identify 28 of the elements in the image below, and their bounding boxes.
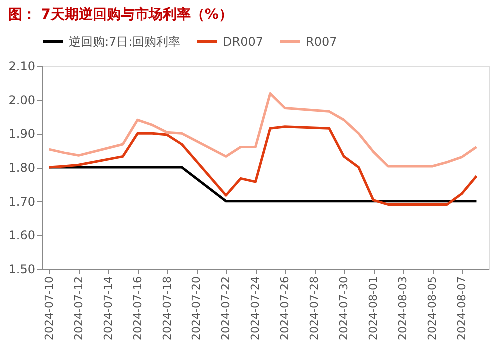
- y-tick-label: 1.80: [8, 161, 36, 175]
- x-tick-label: 2024-07-20: [190, 276, 204, 340]
- y-tick-label: 2.00: [8, 93, 36, 108]
- y-tick-label: 1.50: [8, 262, 36, 276]
- x-tick-label: 2024-07-12: [72, 276, 86, 340]
- x-tick-label: 2024-07-30: [338, 276, 351, 340]
- x-tick-label: 2024-07-10: [42, 276, 56, 340]
- legend-label: R007: [306, 34, 338, 49]
- y-tick-label: 1.60: [8, 228, 36, 243]
- x-tick-label: 2024-08-07: [455, 276, 468, 340]
- line-series: [48, 92, 478, 168]
- legend-label: DR007: [223, 34, 264, 49]
- y-tick-label: 1.90: [8, 127, 36, 142]
- x-tick-label: 2024-08-05: [426, 276, 440, 340]
- y-tick-label: 2.10: [8, 60, 36, 74]
- x-tick-label: 2024-07-16: [131, 276, 144, 340]
- x-tick-label: 2024-08-01: [367, 276, 380, 340]
- x-tick-label: 2024-07-24: [249, 276, 262, 340]
- x-tick-label: 2024-07-26: [278, 276, 292, 340]
- x-tick-label: 2024-08-03: [396, 276, 410, 340]
- x-tick-label: 2024-07-18: [160, 276, 174, 340]
- line-series: [48, 126, 478, 206]
- chart-title: 图： 7天期逆回购与市场利率（%）: [8, 6, 233, 23]
- x-tick-label: 2024-07-14: [102, 276, 115, 340]
- legend-label: 逆回购:7日:回购利率: [69, 34, 181, 49]
- y-tick-label: 1.70: [8, 194, 36, 209]
- x-tick-label: 2024-07-28: [308, 276, 322, 340]
- x-tick-label: 2024-07-22: [220, 276, 233, 340]
